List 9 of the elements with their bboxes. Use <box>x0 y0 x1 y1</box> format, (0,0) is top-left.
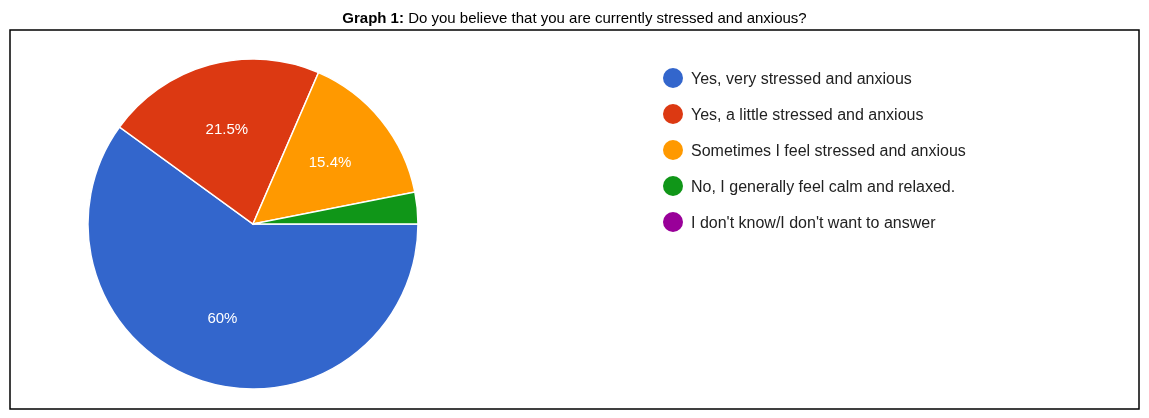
legend-label: I don't know/I don't want to answer <box>691 213 937 231</box>
legend-label: Sometimes I feel stressed and anxious <box>691 141 966 159</box>
data-label: 15.4% <box>308 153 352 171</box>
data-label: 60% <box>207 309 238 327</box>
legend-label: Yes, a little stressed and anxious <box>691 105 924 123</box>
legend-label: No, I generally feel calm and relaxed. <box>691 177 956 195</box>
chart-title: Graph 1: Do you believe that you are currently stressed and anxious? <box>342 9 807 26</box>
legend-label: Yes, very stressed and anxious <box>691 69 912 87</box>
data-label: 21.5% <box>205 119 249 137</box>
